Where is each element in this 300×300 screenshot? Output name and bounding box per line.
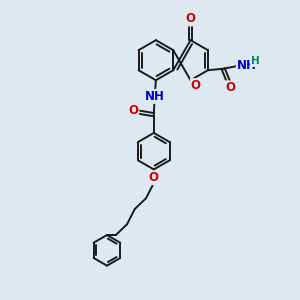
Text: O: O — [191, 79, 201, 92]
Text: NH: NH — [237, 59, 257, 72]
Text: O: O — [225, 81, 235, 94]
Text: O: O — [149, 171, 159, 184]
Text: NH: NH — [145, 90, 164, 103]
Text: H: H — [250, 56, 260, 66]
Text: O: O — [128, 104, 138, 117]
Text: O: O — [186, 13, 196, 26]
